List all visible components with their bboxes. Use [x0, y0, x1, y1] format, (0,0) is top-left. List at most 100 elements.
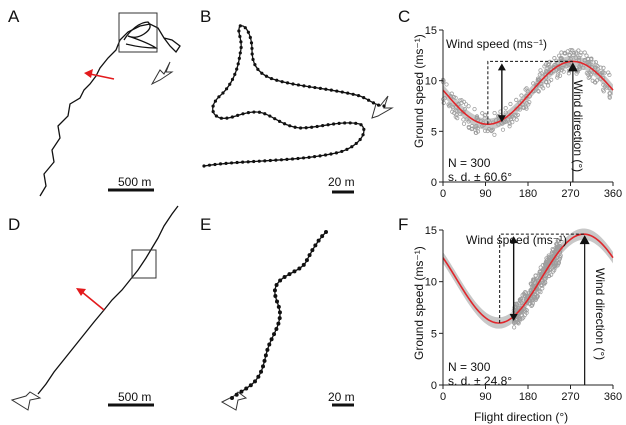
track-fix-dot [312, 155, 317, 159]
data-point [514, 302, 520, 307]
track-fix-dot [277, 310, 282, 315]
data-point [556, 258, 561, 263]
data-point [581, 65, 586, 70]
panel-c: C Ground speed (ms⁻¹) 0 90 180 270 360 0 5 10 15… [398, 7, 622, 200]
track-fix-dot [250, 52, 254, 56]
data-point [545, 83, 551, 88]
track-fix-dot [274, 282, 279, 287]
track-fix-dot [278, 278, 283, 283]
track-fix-dot [334, 151, 339, 155]
wind-speed-arrow-up [509, 236, 518, 244]
track-fix-dot [318, 154, 322, 158]
track-fix-dot [313, 243, 318, 248]
data-point [507, 121, 512, 126]
panel-label-f: F [398, 215, 408, 234]
x-tick-label: 180 [519, 391, 537, 403]
data-point [538, 265, 543, 270]
track-fix-dot [246, 160, 250, 164]
x-tick-label: 360 [604, 391, 622, 403]
track-fix-dot [250, 46, 254, 51]
track-fix-dot [237, 56, 241, 60]
n-label-f: N = 300 [448, 360, 491, 374]
data-point [535, 88, 541, 93]
bird-icon-e [220, 391, 248, 411]
data-point [457, 98, 462, 103]
track-fix-dot [301, 156, 306, 160]
track-fix-dot [298, 126, 303, 130]
zoom-box-d [131, 249, 157, 279]
track-fix-dot [276, 321, 281, 326]
data-point [535, 293, 540, 299]
track-fix-dot [335, 89, 339, 93]
track-fix-dot [297, 266, 302, 271]
data-point [543, 62, 548, 67]
scale-label-d: 500 m [118, 390, 151, 404]
data-point [508, 101, 513, 107]
data-point [480, 111, 485, 116]
data-point [522, 301, 527, 306]
track-fix-dot [256, 67, 260, 71]
data-point [474, 125, 479, 130]
data-point [538, 68, 543, 73]
data-point [455, 108, 460, 114]
data-point [576, 55, 582, 60]
track-fix-dot [238, 34, 242, 39]
track-fix-dot [251, 57, 255, 62]
data-point [524, 101, 529, 106]
data-point [496, 122, 501, 127]
track-fix-dot [257, 159, 261, 163]
track-fix-dot [304, 126, 308, 130]
data-point [524, 95, 529, 100]
track-fix-dot [282, 275, 287, 280]
wind-speed-label-f: Wind speed (ms⁻¹) [466, 233, 567, 247]
data-point [558, 65, 563, 70]
data-point [541, 267, 546, 272]
data-point [514, 97, 519, 102]
points-c [440, 47, 613, 137]
track-fix-dot [324, 87, 328, 91]
track-fix-dot [246, 30, 250, 34]
data-point [547, 267, 552, 273]
track-fix-dot [268, 158, 272, 163]
track-fix-dot [356, 94, 361, 98]
track-fix-dot [329, 88, 333, 92]
panel-label-c: C [398, 7, 410, 26]
track-fix-dot [256, 374, 261, 379]
track-fix-dot [211, 109, 215, 114]
bird-icon-a [150, 61, 174, 86]
data-point [600, 87, 606, 92]
track-fix-dot [362, 127, 366, 131]
data-point [555, 73, 560, 78]
x-axis-label-f: Flight direction (°) [474, 410, 568, 424]
x-tick-label: 0 [440, 391, 446, 403]
data-point [556, 261, 561, 266]
data-point [552, 63, 557, 68]
data-point [582, 50, 587, 55]
wind-speed-arrow-down [509, 313, 518, 321]
data-point [456, 101, 461, 107]
track-fix-dot [282, 122, 287, 126]
data-point [538, 272, 543, 277]
annotations-f [499, 233, 590, 385]
panel-a: A 500 m [8, 7, 181, 197]
bird-icon-d [10, 391, 42, 411]
wind-speed-bracket [487, 60, 573, 125]
data-point [549, 77, 554, 82]
x-tick-label: 0 [440, 188, 446, 200]
track-fix-dot [228, 82, 232, 86]
track-fix-dot [252, 159, 256, 164]
x-tick-label: 90 [479, 188, 491, 200]
data-point [523, 87, 528, 92]
scale-label-a: 500 m [118, 175, 151, 189]
track-fix-dot [275, 299, 280, 304]
data-point [541, 86, 546, 91]
track-fix-dot [244, 386, 249, 391]
data-point [533, 273, 538, 278]
data-point [556, 238, 561, 243]
data-point [483, 112, 488, 117]
data-point [591, 60, 596, 65]
track-fix-dot [236, 113, 240, 117]
data-point [529, 282, 534, 287]
track-fix-dot [217, 95, 221, 99]
track-fix-dot [224, 87, 229, 91]
